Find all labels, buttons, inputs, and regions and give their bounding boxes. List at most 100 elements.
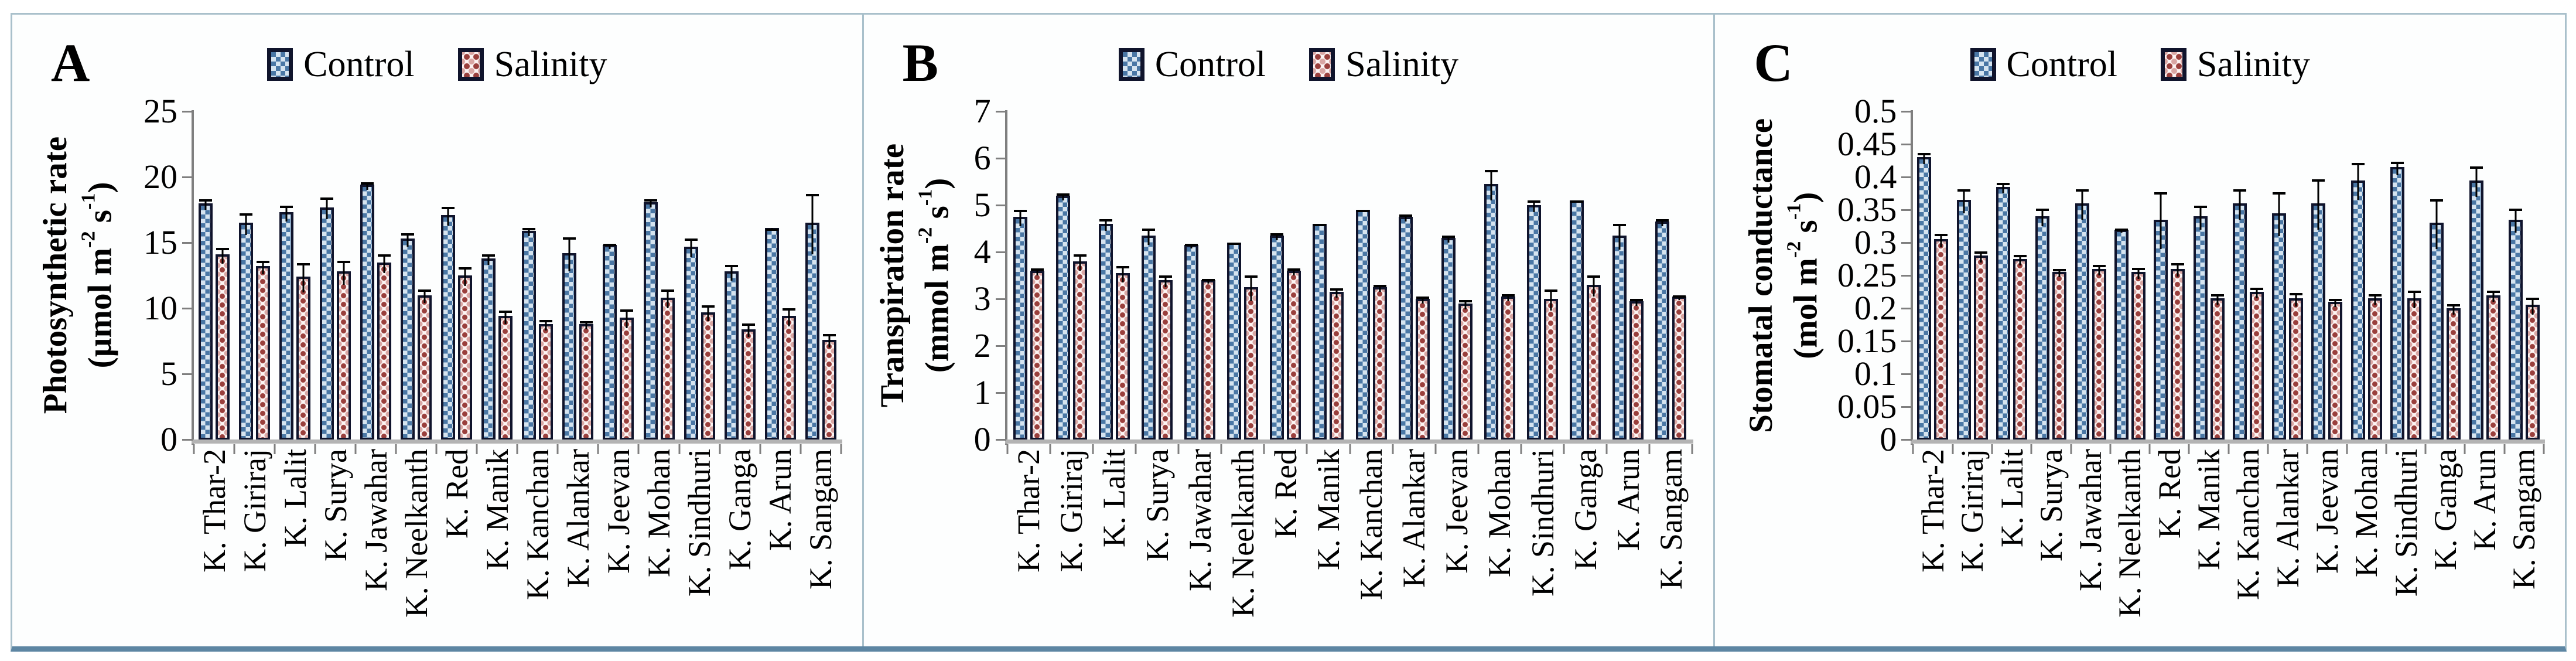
error-bar-line: [464, 267, 466, 278]
error-bar-cap: [1013, 210, 1027, 212]
error-bar-inner-line: [2514, 219, 2517, 233]
error-bar-line: [1122, 266, 1124, 275]
bar-control: [1098, 219, 1113, 439]
error-bar-inner-line: [1079, 261, 1081, 271]
bar-control: [2469, 166, 2483, 439]
x-category-label: K. Sindhuri: [1525, 449, 1560, 597]
x-category-label: K. Thar-2: [1011, 449, 1047, 573]
y-tick-label: 0.35: [1837, 190, 1897, 229]
x-category-label: K. Sangam: [803, 449, 839, 590]
bar-control: [2114, 229, 2129, 439]
error-bar-line: [2317, 179, 2319, 206]
bar-groups: K. Thar-2 K. Giriraj K. Lalit K. Surya K. Ja…: [194, 111, 841, 618]
error-bar-cap: [1441, 236, 1455, 238]
error-bar: [2092, 264, 2106, 271]
error-bar-line: [650, 199, 652, 205]
error-bar-cap: [2131, 268, 2145, 271]
error-bar-inner-line: [2216, 298, 2219, 305]
bar-control: [1227, 243, 1242, 439]
error-bar-inner-line: [1490, 184, 1492, 200]
y-axis-line: [1911, 110, 1914, 445]
error-bar-inner-line: [1593, 285, 1595, 297]
legend-item-salinity: Salinity: [457, 46, 607, 83]
x-tick-mark: [2306, 444, 2308, 454]
bar-group: K. Kanchan: [2229, 111, 2268, 600]
error-bar-cap: [563, 237, 576, 240]
error-bar-line: [204, 199, 207, 206]
legend: Control Salinity: [864, 46, 1714, 83]
error-bar-cap: [620, 309, 634, 312]
x-category-label: K. Red: [2151, 449, 2187, 539]
y-tick-label: 0: [1880, 420, 1897, 458]
y-tick-mark: [1901, 143, 1912, 145]
x-tick-mark: [354, 444, 357, 454]
bar-control: [1313, 224, 1327, 439]
error-bar-cap: [2290, 292, 2303, 295]
error-bar-line: [1147, 229, 1150, 238]
error-bar-line: [2058, 269, 2061, 275]
bar-group: K. Ganga: [2425, 111, 2465, 570]
plot-area: K. Thar-2 K. Giriraj K. Lalit K. Surya K. Ja…: [144, 94, 842, 618]
y-tick-label: 20: [144, 158, 177, 196]
y-tick-mark: [995, 204, 1006, 206]
panel-b: B Control Salinity Transpiration rate (m…: [862, 15, 1714, 646]
bar-salinity: [781, 308, 796, 439]
x-tick-mark: [1006, 444, 1009, 454]
error-bar-cap: [603, 243, 617, 246]
salinity-swatch-icon: [2160, 48, 2186, 81]
error-bar-inner-line: [2531, 305, 2534, 315]
error-bar-inner-line: [366, 185, 368, 190]
error-bar-cap: [1270, 233, 1284, 236]
y-axis-line: [1005, 110, 1007, 445]
x-category-label: K. Mohan: [2349, 449, 2384, 577]
error-bar-inner-line: [1105, 224, 1107, 231]
x-category-label: K. Surya: [1139, 449, 1175, 561]
error-bar-inner-line: [609, 245, 611, 250]
error-bar: [522, 227, 536, 233]
x-tick-mark: [395, 444, 397, 454]
bar-control: [1484, 170, 1498, 439]
error-bar-inner-line: [1207, 280, 1210, 284]
legend-item-salinity: Salinity: [2160, 46, 2310, 83]
error-bar-cap: [1373, 285, 1386, 287]
error-bar-cap: [2273, 192, 2286, 195]
error-bar: [782, 308, 795, 319]
error-bar-cap: [1073, 254, 1087, 257]
x-category-label: K. Jawahar: [2073, 449, 2109, 591]
error-bar-cap: [199, 199, 213, 202]
error-bar-inner-line: [730, 271, 733, 281]
error-bar: [1528, 200, 1541, 207]
error-bar: [320, 197, 334, 210]
y-tick-mark: [182, 307, 193, 309]
bar-control: [724, 264, 739, 439]
x-category-label: K. Thar-2: [1915, 449, 1950, 573]
error-bar: [701, 305, 715, 315]
y-tick-mark: [995, 391, 1006, 394]
bar-salinity: [2447, 304, 2461, 439]
y-axis-title-line1: Photosynthetic rate: [37, 137, 74, 414]
error-bar-inner-line: [2081, 203, 2083, 220]
error-bar-line: [221, 247, 224, 257]
error-bar-cap: [401, 233, 415, 236]
error-bar-cap: [1935, 233, 1948, 236]
bar-group: K. Jawahar: [356, 111, 396, 591]
bar-group: K. Neelkanth: [1221, 111, 1264, 618]
error-bar-inner-line: [1980, 255, 1982, 263]
error-bar-inner-line: [1233, 243, 1235, 245]
error-bar-line: [406, 233, 409, 241]
error-bar-inner-line: [2396, 167, 2399, 175]
x-category-label: K. Neelkanth: [1225, 449, 1260, 618]
y-tick-mark: [1901, 373, 1912, 375]
bar-salinity: [296, 263, 311, 439]
x-tick-mark: [1263, 444, 1265, 454]
x-category-label: K. Arun: [2467, 449, 2503, 551]
bar-salinity: [1629, 299, 1644, 439]
x-tick-mark: [2070, 444, 2072, 454]
error-bar-line: [2334, 298, 2336, 304]
error-bar-inner-line: [2278, 213, 2280, 236]
x-axis-line: [1005, 439, 1694, 444]
bar-salinity: [1973, 251, 1988, 439]
x-axis-line: [1911, 439, 2546, 444]
error-bar-line: [788, 308, 790, 319]
y-tick-mark: [1901, 438, 1912, 441]
